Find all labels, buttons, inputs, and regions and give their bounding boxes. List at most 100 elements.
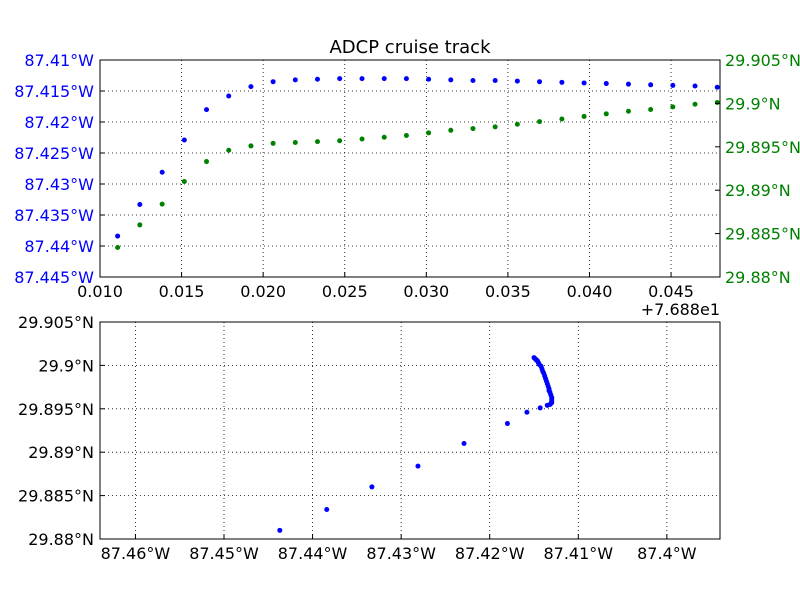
top-latitude-point: [670, 104, 676, 110]
top-latitude-point: [426, 130, 432, 136]
top-right-y-tick-label: 29.885°N: [725, 225, 800, 244]
bottom-y-tick-label: 29.905°N: [18, 313, 94, 332]
top-latitude-point: [470, 126, 476, 132]
top-latitude-point: [204, 159, 210, 165]
top-latitude-point: [581, 113, 587, 119]
bottom-x-tick-label: 87.46°W: [101, 544, 171, 563]
top-x-ticks: 0.010 0.015 0.020 0.025 0.030 0.035 0.040 0.045: [77, 272, 694, 301]
bottom-x-ticks: 87.46°W 87.45°W 87.44°W 87.43°W 87.42°W 87.41…: [101, 534, 697, 563]
bottom-x-tick-label: 87.45°W: [189, 544, 259, 563]
top-longitude-point: [514, 78, 520, 84]
top-latitude-point: [137, 222, 143, 228]
bottom-y-tick-label: 29.89°N: [28, 443, 94, 462]
top-longitude-point: [159, 169, 165, 175]
top-longitude-point: [337, 76, 343, 82]
bottom-axes: 87.46°W 87.45°W 87.44°W 87.43°W 87.42°W 87.41…: [18, 313, 721, 563]
top-right-y-tick-label: 29.89°N: [725, 181, 791, 200]
top-left-y-tick-label: 87.43°W: [24, 175, 94, 194]
top-left-y-tick-label: 87.425°W: [14, 144, 94, 163]
top-longitude-point: [625, 81, 631, 87]
top-x-tick-label: 0.020: [240, 282, 286, 301]
top-longitude-point: [537, 79, 543, 85]
top-x-tick-label: 0.030: [403, 282, 449, 301]
top-latitude-point: [248, 143, 254, 149]
top-latitude-point: [603, 111, 609, 117]
top-longitude-point: [714, 84, 720, 90]
top-latitude-point: [625, 108, 631, 114]
top-x-tick-label: 0.035: [485, 282, 531, 301]
top-longitude-point: [226, 93, 232, 99]
top-longitude-point: [204, 107, 210, 113]
top-left-y-ticks: 87.41°W 87.415°W 87.42°W 87.425°W 87.43°W 87.…: [14, 51, 105, 287]
top-left-y-tick-label: 87.435°W: [14, 206, 94, 225]
top-axes-frame: [99, 59, 721, 278]
bottom-x-tick-label: 87.43°W: [366, 544, 436, 563]
top-right-series: [115, 100, 720, 250]
bottom-x-tick-label: 87.41°W: [543, 544, 613, 563]
top-left-y-tick-label: 87.42°W: [24, 113, 94, 132]
top-x-tick-label: 0.010: [77, 282, 123, 301]
top-longitude-point: [692, 83, 698, 89]
x-offset-label: +7.688e1: [641, 300, 720, 319]
bottom-track-point: [324, 506, 330, 512]
top-axes: ADCP cruise track 0.010 0.015 0.020 0.025 0.…: [14, 37, 800, 319]
bottom-y-tick-label: 29.88°N: [28, 530, 94, 549]
top-x-tick-label: 0.015: [159, 282, 205, 301]
bottom-x-tick-label: 87.44°W: [278, 544, 348, 563]
bottom-track-point: [369, 484, 375, 490]
bottom-y-ticks: 29.905°N 29.9°N 29.895°N 29.89°N 29.885°N 29.…: [18, 313, 105, 549]
top-longitude-point: [648, 82, 654, 88]
top-longitude-point: [381, 76, 387, 82]
bottom-series: [277, 355, 555, 533]
top-longitude-point: [581, 80, 587, 86]
top-longitude-point: [470, 77, 476, 83]
top-right-y-tick-label: 29.9°N: [725, 94, 781, 113]
bottom-y-tick-label: 29.895°N: [18, 400, 94, 419]
top-longitude-point: [115, 233, 121, 239]
top-longitude-point: [248, 84, 254, 90]
top-longitude-point: [292, 77, 298, 83]
top-x-tick-label: 0.025: [322, 282, 368, 301]
top-latitude-point: [492, 124, 498, 130]
top-longitude-point: [359, 76, 365, 82]
top-latitude-point: [537, 119, 543, 125]
top-longitude-point: [403, 76, 409, 82]
top-longitude-point: [670, 82, 676, 88]
top-latitude-point: [359, 136, 365, 142]
bottom-track-point: [504, 421, 510, 427]
top-longitude-point: [137, 201, 143, 207]
top-latitude-point: [292, 139, 298, 145]
bottom-track-point: [277, 527, 283, 533]
top-longitude-point: [270, 79, 276, 85]
top-latitude-point: [159, 201, 165, 207]
bottom-y-tick-label: 29.885°N: [18, 487, 94, 506]
top-right-y-tick-label: 29.88°N: [725, 268, 791, 287]
bottom-track-point: [537, 405, 543, 411]
top-latitude-point: [226, 147, 232, 153]
bottom-track-point: [415, 463, 421, 469]
top-latitude-point: [514, 121, 520, 127]
top-longitude-point: [448, 77, 454, 83]
bottom-x-tick-label: 87.4°W: [637, 544, 697, 563]
top-latitude-point: [337, 138, 343, 144]
top-right-y-tick-label: 29.905°N: [725, 51, 800, 70]
bottom-x-tick-label: 87.42°W: [455, 544, 525, 563]
top-x-tick-label: 0.040: [567, 282, 613, 301]
top-right-y-tick-label: 29.895°N: [725, 138, 800, 157]
top-latitude-point: [714, 100, 720, 106]
top-longitude-point: [426, 76, 432, 82]
top-left-y-tick-label: 87.41°W: [24, 51, 94, 70]
top-latitude-point: [692, 101, 698, 107]
top-latitude-point: [648, 106, 654, 112]
top-latitude-point: [314, 139, 320, 145]
chart-title: ADCP cruise track: [329, 37, 491, 58]
bottom-y-tick-label: 29.9°N: [38, 356, 94, 375]
top-longitude-point: [492, 77, 498, 83]
top-left-y-tick-label: 87.445°W: [14, 268, 94, 287]
top-latitude-point: [181, 179, 187, 185]
top-x-tick-label: 0.045: [648, 282, 694, 301]
top-left-y-tick-label: 87.44°W: [24, 237, 94, 256]
